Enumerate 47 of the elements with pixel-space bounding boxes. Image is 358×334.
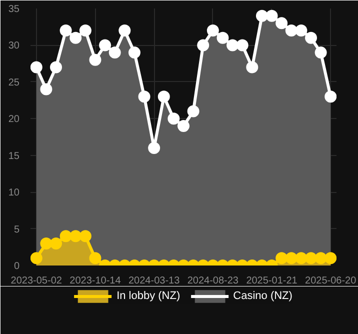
point [305,32,317,44]
x-tick-label: 2025-01-21 [246,276,298,286]
point [266,10,278,22]
y-tick-label: 10 [8,188,20,199]
point [30,61,42,74]
point [216,32,229,44]
x-tick-label: 2023-05-02 [10,276,62,286]
x-tick-label: 2024-08-23 [187,276,239,286]
point [324,90,336,103]
point [79,24,92,37]
point [138,90,150,103]
x-tick-label: 2023-10-14 [70,276,122,286]
point [197,39,210,52]
point [256,10,268,22]
point [314,46,327,59]
point [158,90,170,103]
y-tick-label: 0 [14,261,20,272]
point [128,46,140,59]
point [246,61,258,74]
point [276,17,288,30]
point [70,32,82,44]
point [89,54,102,66]
point [118,24,131,37]
x-tick-label: 2025-06-20 [305,276,357,286]
y-tick-label: 30 [8,40,20,52]
y-tick-label: 35 [8,4,20,15]
point [168,112,180,125]
legend-label: In lobby (NZ) [116,290,180,302]
point [206,24,219,37]
point [236,39,248,52]
y-tick-label: 15 [8,150,20,162]
point [148,142,160,154]
point [108,46,121,59]
legend-label: Casino (NZ) [233,290,292,302]
point [99,39,112,52]
y-tick-label: 5 [14,224,20,236]
y-tick-label: 25 [8,77,20,88]
point [178,120,190,132]
point [285,24,298,37]
point [40,83,52,96]
point [295,24,308,37]
point [50,61,62,74]
x-tick-label: 2024-03-13 [128,276,180,286]
point [187,105,200,118]
y-tick-label: 20 [8,114,20,126]
point [60,24,72,37]
point [226,39,239,52]
